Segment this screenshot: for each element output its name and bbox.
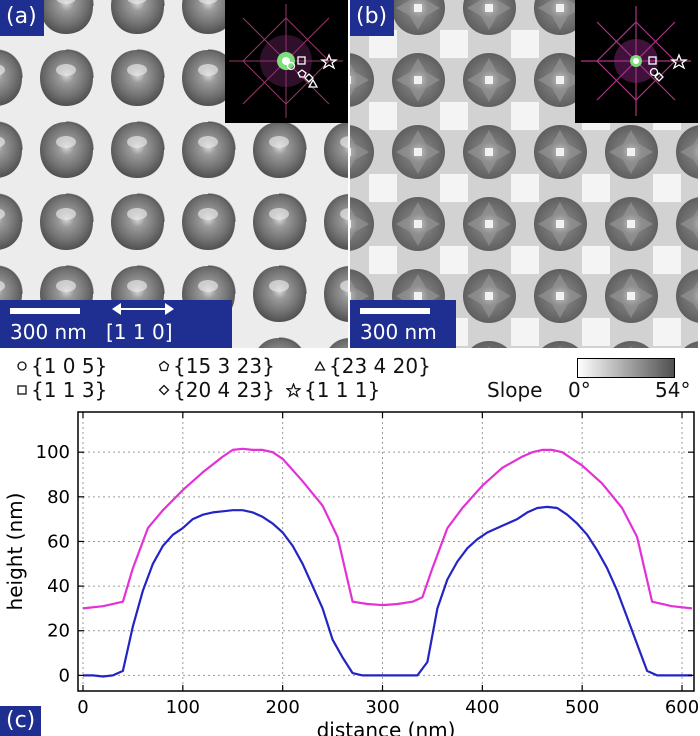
slope-label: Slope — [487, 378, 543, 402]
legend-item-pentagon: {15 3 23} — [158, 354, 275, 378]
direction-text: [1 1 0] — [106, 320, 173, 344]
legend-item-diamond: {20 4 23} — [158, 378, 275, 402]
x-tick-label: 300 — [365, 697, 399, 718]
legend-text: {1 1 1} — [304, 378, 381, 402]
scale-bar-b — [360, 308, 430, 314]
slope-max-label: 54° — [655, 378, 691, 402]
y-tick-label: 60 — [47, 531, 70, 552]
legend-item-triangle: {23 4 20} — [314, 354, 431, 378]
x-tick-label: 400 — [465, 697, 499, 718]
double-arrow-icon — [112, 303, 174, 315]
square-marker-icon — [17, 385, 27, 395]
y-axis-label: height (nm) — [3, 493, 27, 611]
y-tick-label: 0 — [59, 665, 70, 686]
pentagon-marker-icon — [158, 360, 170, 372]
afm-image-panel-a: (a) 300 nm — [0, 0, 348, 348]
y-tick-label: 100 — [36, 442, 70, 463]
panel-label-c: (c) — [0, 706, 42, 736]
afm-image-panel-b: (b) 300 nm — [350, 0, 698, 348]
chart-ticks: 0 100 200 300 400 500 600 0 20 40 60 80 100 — [36, 412, 699, 718]
x-tick-label: 500 — [565, 697, 599, 718]
chart-series — [82, 447, 693, 678]
scale-bar-box-b: 300 nm — [350, 300, 456, 348]
y-tick-label: 20 — [47, 621, 70, 642]
x-tick-label: 600 — [665, 697, 699, 718]
triangle-marker-icon — [314, 360, 326, 371]
slope-min-label: 0° — [568, 378, 591, 402]
fft-inset-a — [225, 0, 348, 123]
x-tick-label: 200 — [265, 697, 299, 718]
scale-text-b: 300 nm — [360, 320, 437, 344]
diamond-marker-icon — [158, 384, 170, 396]
scale-text-a: 300 nm — [10, 320, 87, 344]
legend-text: {1 0 5} — [31, 354, 108, 378]
legend-text: {20 4 23} — [173, 378, 275, 402]
slope-colorbar — [577, 358, 675, 378]
circle-marker-icon — [17, 361, 27, 371]
chart-grid — [78, 412, 694, 691]
panel-label-b: (b) — [350, 0, 395, 36]
legend-item-square: {1 1 3} — [16, 378, 107, 402]
star-marker-icon — [286, 382, 301, 398]
fft-pattern-a — [229, 4, 343, 118]
panel-label-a: (a) — [0, 0, 44, 36]
legend-item-star: {1 1 1} — [286, 378, 380, 402]
height-profile-chart: 0 100 200 300 400 500 600 0 20 40 60 80 100 distance… — [3, 411, 699, 736]
x-tick-label: 100 — [166, 697, 200, 718]
y-tick-label: 80 — [47, 487, 70, 508]
x-tick-label: 0 — [77, 697, 88, 718]
series-line-0 — [82, 447, 693, 610]
scale-bar-a — [10, 308, 80, 314]
scale-bar-box-a: 300 nm [1 1 0] — [0, 300, 232, 348]
legend-text: {23 4 20} — [329, 354, 431, 378]
legend-text: {1 1 3} — [31, 378, 108, 402]
legend-item-circle: {1 0 5} — [16, 354, 107, 378]
plot-frame — [77, 411, 695, 692]
y-tick-label: 40 — [47, 576, 70, 597]
legend: {1 0 5} {15 3 23} {23 4 20} {1 1 3} {20 … — [0, 352, 700, 404]
x-axis-label: distance (nm) — [317, 718, 456, 736]
fft-inset-b — [575, 0, 698, 123]
fft-pattern-b — [581, 6, 691, 116]
series-line-1 — [83, 505, 692, 678]
legend-text: {15 3 23} — [173, 354, 275, 378]
